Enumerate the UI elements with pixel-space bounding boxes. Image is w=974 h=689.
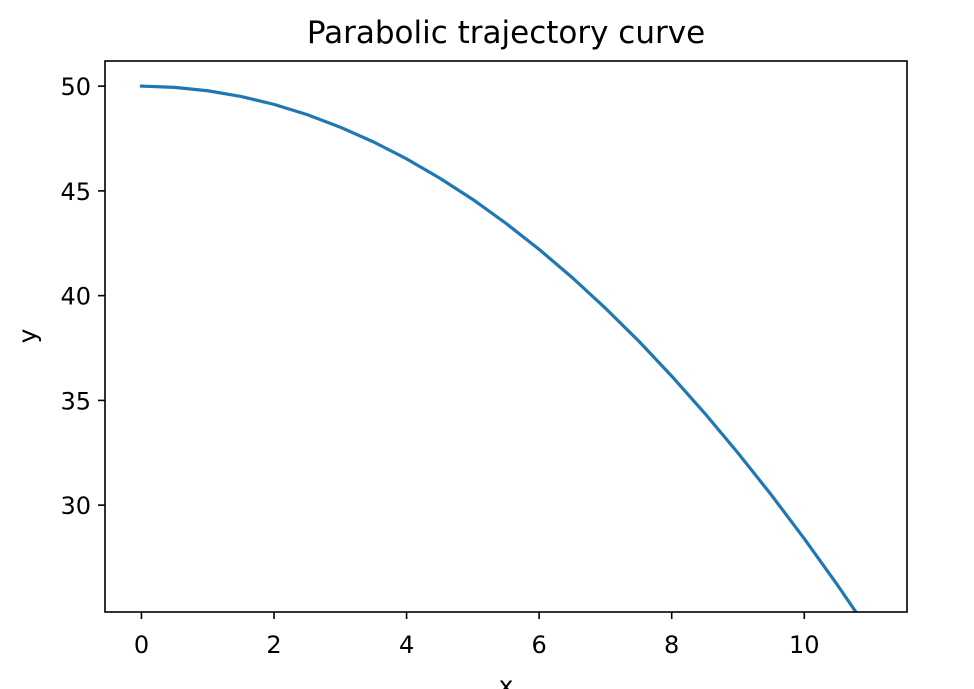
y-tick-label: 30 xyxy=(60,492,91,520)
series-line-0 xyxy=(139,84,858,612)
chart-title: Parabolic trajectory curve xyxy=(307,15,705,51)
x-tick-label: 10 xyxy=(789,631,820,659)
x-axis: 0 2 4 6 8 10 xyxy=(134,612,820,659)
x-axis-label: x xyxy=(499,671,514,689)
x-tick-label: 2 xyxy=(266,631,281,659)
x-tick-label: 6 xyxy=(531,631,546,659)
y-axis: 30 35 40 45 50 xyxy=(60,73,105,520)
x-tick-label: 4 xyxy=(399,631,414,659)
y-tick-label: 40 xyxy=(60,283,91,311)
x-tick-label: 8 xyxy=(664,631,679,659)
plot-frame xyxy=(104,60,908,613)
y-axis-label: y xyxy=(13,328,42,343)
y-tick-label: 50 xyxy=(60,73,91,101)
x-tick-label: 0 xyxy=(134,631,149,659)
y-tick-label: 45 xyxy=(60,178,91,206)
y-tick-label: 35 xyxy=(60,387,91,415)
plot-area xyxy=(139,84,858,612)
